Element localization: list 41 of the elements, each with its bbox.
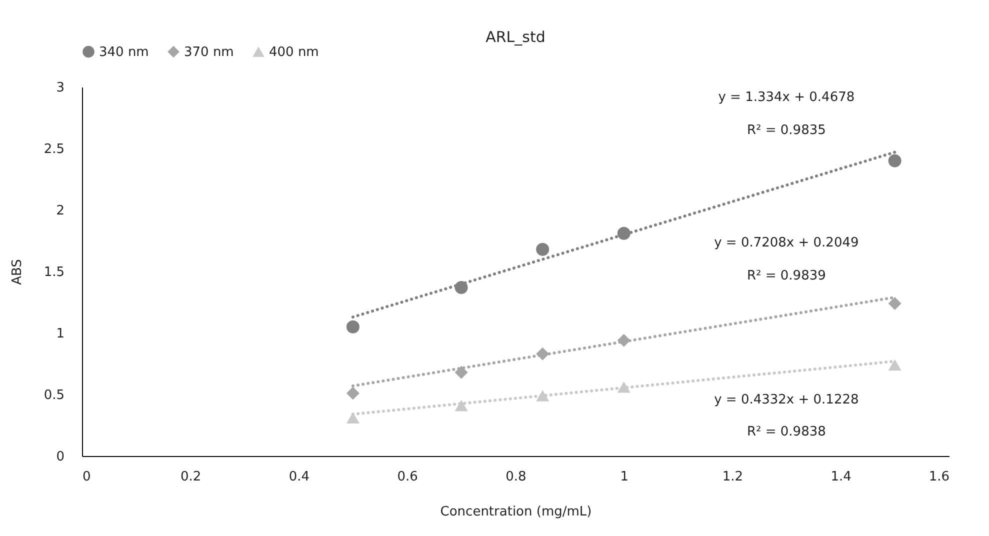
y-tick-label: 1.5 xyxy=(44,265,64,280)
annotation: y = 0.7208x + 0.2049 xyxy=(714,235,859,250)
point xyxy=(454,400,468,412)
y-tick-label: 0 xyxy=(56,450,64,464)
point xyxy=(536,242,550,256)
annotation: R² = 0.9835 xyxy=(746,123,826,138)
point xyxy=(346,386,360,400)
y-tick-label: 3 xyxy=(56,80,64,96)
x-tick-label: 0.8 xyxy=(506,470,526,484)
point xyxy=(888,359,902,371)
annotation: R² = 0.9838 xyxy=(746,424,826,440)
x-tick-label: 0 xyxy=(82,470,91,484)
legend-label: 400 nm xyxy=(269,44,319,60)
legend-label: 340 nm xyxy=(99,44,149,60)
annotation: y = 1.334x + 0.4678 xyxy=(718,90,855,106)
x-tick-label: 0.2 xyxy=(180,470,202,484)
annotation: y = 0.4332x + 0.1228 xyxy=(714,392,859,408)
x-axis-title: Concentration (mg/mL) xyxy=(440,504,592,520)
point xyxy=(346,320,360,334)
y-tick-label: 0.5 xyxy=(44,388,64,403)
point xyxy=(617,334,630,347)
x-tick-label: 1.2 xyxy=(722,470,744,484)
x-tick-label: 0.4 xyxy=(288,470,310,484)
point xyxy=(888,154,902,168)
point xyxy=(536,347,550,360)
point xyxy=(617,381,630,393)
x-tick-label: 1 xyxy=(620,470,629,484)
x-tick-label: 0.6 xyxy=(397,470,418,484)
point xyxy=(536,390,550,402)
x-tick-label: 1.6 xyxy=(928,470,950,484)
chart-title: ARL_std xyxy=(486,28,546,46)
point xyxy=(346,412,360,424)
x-tick-label: 1.4 xyxy=(830,470,852,484)
y-tick-label: 2.5 xyxy=(44,142,64,157)
y-tick-label: 2 xyxy=(56,204,64,218)
y-tick-label: 1 xyxy=(56,326,64,342)
point xyxy=(454,366,468,379)
annotation: R² = 0.9839 xyxy=(746,268,826,284)
legend-label: 370 nm xyxy=(184,44,234,60)
point xyxy=(888,296,902,310)
y-axis-title: ABS xyxy=(10,259,25,285)
